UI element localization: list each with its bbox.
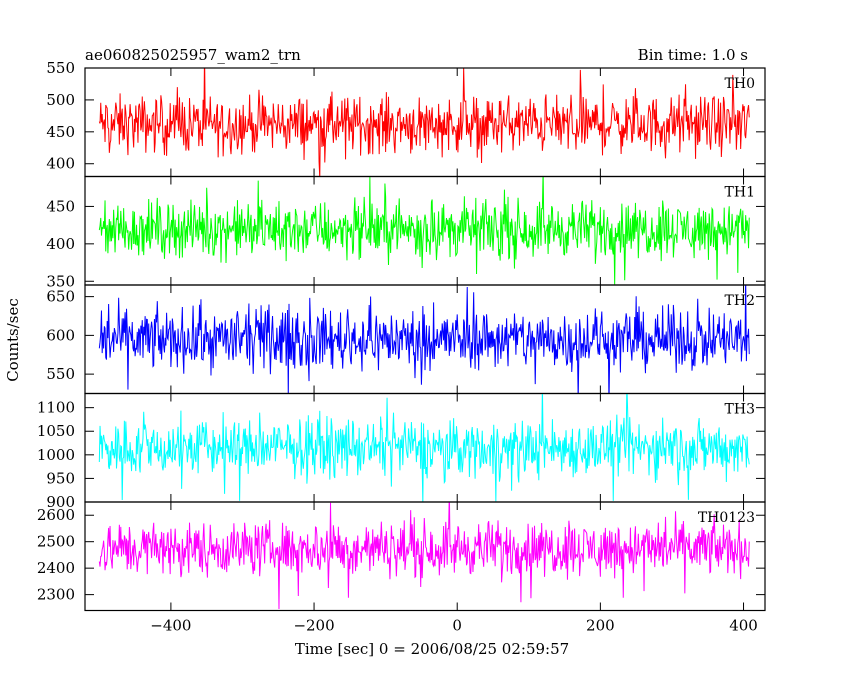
panel-label: TH2: [725, 293, 755, 309]
y-tick-label: 400: [46, 155, 75, 173]
y-tick-label: 900: [46, 493, 75, 511]
panel-label: TH0123: [698, 510, 755, 526]
panel-frame-th0123: [84, 501, 766, 612]
panel-th0: 400 450 500 550 TH0: [46, 59, 766, 178]
panel-label: TH0: [725, 76, 755, 92]
x-tick-label: −400: [150, 617, 191, 635]
y-tick-label: 1100: [37, 399, 75, 417]
panel-label: TH3: [725, 402, 755, 418]
panels-group: 400 450 500 550 TH0 350 400 450 TH1 550 600 650 TH2 9…: [37, 59, 766, 612]
y-tick-label: 1000: [37, 446, 75, 464]
x-tick-label: 400: [729, 617, 758, 635]
series-line-th0123: [98, 502, 750, 610]
y-tick-label: 2500: [37, 533, 75, 551]
y-tick-label: 450: [46, 197, 75, 215]
x-tick-label: −200: [293, 617, 334, 635]
series-line-th0: [98, 68, 750, 177]
panel-label: TH1: [725, 185, 755, 201]
y-tick-label: 2300: [37, 586, 75, 604]
y-tick-label: 400: [46, 235, 75, 253]
panel-th3: 900 950 1000 1050 1100 TH3: [37, 392, 766, 511]
y-tick-label: 650: [46, 288, 75, 306]
x-tick-label: 200: [586, 617, 615, 635]
y-tick-label: 450: [46, 123, 75, 141]
series-line-th2: [98, 285, 750, 394]
series-line-th3: [98, 393, 750, 502]
bin-time-label: Bin time: 1.0 s: [638, 46, 748, 64]
y-tick-label: 350: [46, 272, 75, 290]
panel-th2: 550 600 650 TH2: [46, 284, 766, 395]
panel-th0123: 2300 2400 2500 2600 TH0123: [37, 501, 766, 612]
y-tick-label: 600: [46, 326, 75, 344]
y-tick-label: 2600: [37, 506, 75, 524]
x-tick-label: 0: [452, 617, 462, 635]
y-tick-label: 950: [46, 469, 75, 487]
y-tick-label: 2400: [37, 559, 75, 577]
y-tick-label: 550: [46, 365, 75, 383]
y-tick-label: 550: [46, 59, 75, 77]
y-tick-label: 1050: [37, 422, 75, 440]
observation-id: ae060825025957_wam2_trn: [85, 46, 301, 64]
y-tick-label: 500: [46, 91, 75, 109]
series-line-th1: [98, 176, 750, 285]
x-axis-label: Time [sec] 0 = 2006/08/25 02:59:57: [295, 640, 569, 658]
x-axis: −400 −200 0 200 400: [150, 68, 758, 635]
panel-th1: 350 400 450 TH1: [46, 175, 766, 290]
y-axis-label: Counts/sec: [4, 298, 22, 382]
